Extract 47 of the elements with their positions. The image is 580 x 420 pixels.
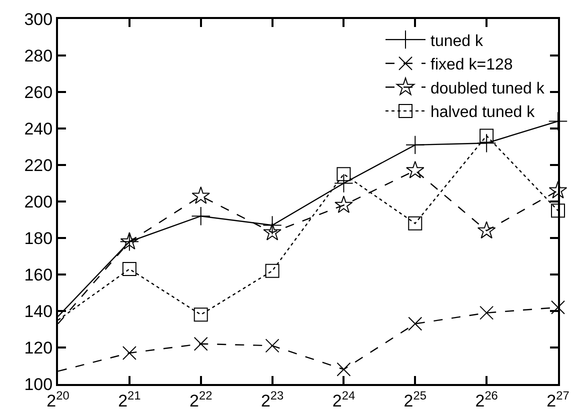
point <box>406 135 425 155</box>
y-tick-label: 100 <box>24 374 53 394</box>
point <box>408 216 422 230</box>
x-tick-label: 2$^{25}$ <box>404 388 427 410</box>
y-tick-label: 200 <box>24 192 53 212</box>
legend-label: doubled tuned k <box>430 80 546 98</box>
point <box>336 167 351 182</box>
x-tick-label: 2$^{27}$ <box>546 388 570 410</box>
x-tick-label: 2$^{23}$ <box>260 388 284 410</box>
point <box>476 134 496 153</box>
point <box>265 338 280 353</box>
point <box>406 160 424 178</box>
y-tick-label: 140 <box>24 302 53 321</box>
point <box>408 316 422 331</box>
y-tick-label: 160 <box>24 265 53 284</box>
x-tick-label: 2$^{24}$ <box>332 388 356 410</box>
point <box>548 180 568 198</box>
point <box>480 128 494 143</box>
point <box>477 221 496 239</box>
point <box>263 222 282 240</box>
point <box>194 308 208 322</box>
point <box>192 186 210 204</box>
point <box>122 262 136 276</box>
legend-label: halved tuned k <box>430 104 536 122</box>
legend-label: fixed k=128 <box>430 56 513 74</box>
x-tick-label: 2$^{26}$ <box>475 388 498 410</box>
y-tick-label: 240 <box>24 119 53 138</box>
y-tick-label: 220 <box>24 156 53 175</box>
point <box>336 362 351 376</box>
point <box>122 346 136 360</box>
point <box>191 206 210 226</box>
y-tick-label: 260 <box>24 82 53 102</box>
point <box>480 306 494 320</box>
x-tick-label: 2$^{22}$ <box>190 388 213 410</box>
y-tick-label: 280 <box>24 46 53 66</box>
x-tick-label: 2$^{21}$ <box>118 388 142 410</box>
point <box>548 112 568 131</box>
y-tick-label: 300 <box>24 10 53 29</box>
point <box>551 204 565 218</box>
point <box>194 336 208 351</box>
point <box>265 264 280 278</box>
point <box>262 216 282 235</box>
legend-label: tuned k <box>430 32 484 50</box>
y-tick-label: 180 <box>24 228 53 248</box>
point <box>334 174 354 193</box>
y-tick-label: 120 <box>24 338 53 358</box>
point <box>334 196 353 214</box>
